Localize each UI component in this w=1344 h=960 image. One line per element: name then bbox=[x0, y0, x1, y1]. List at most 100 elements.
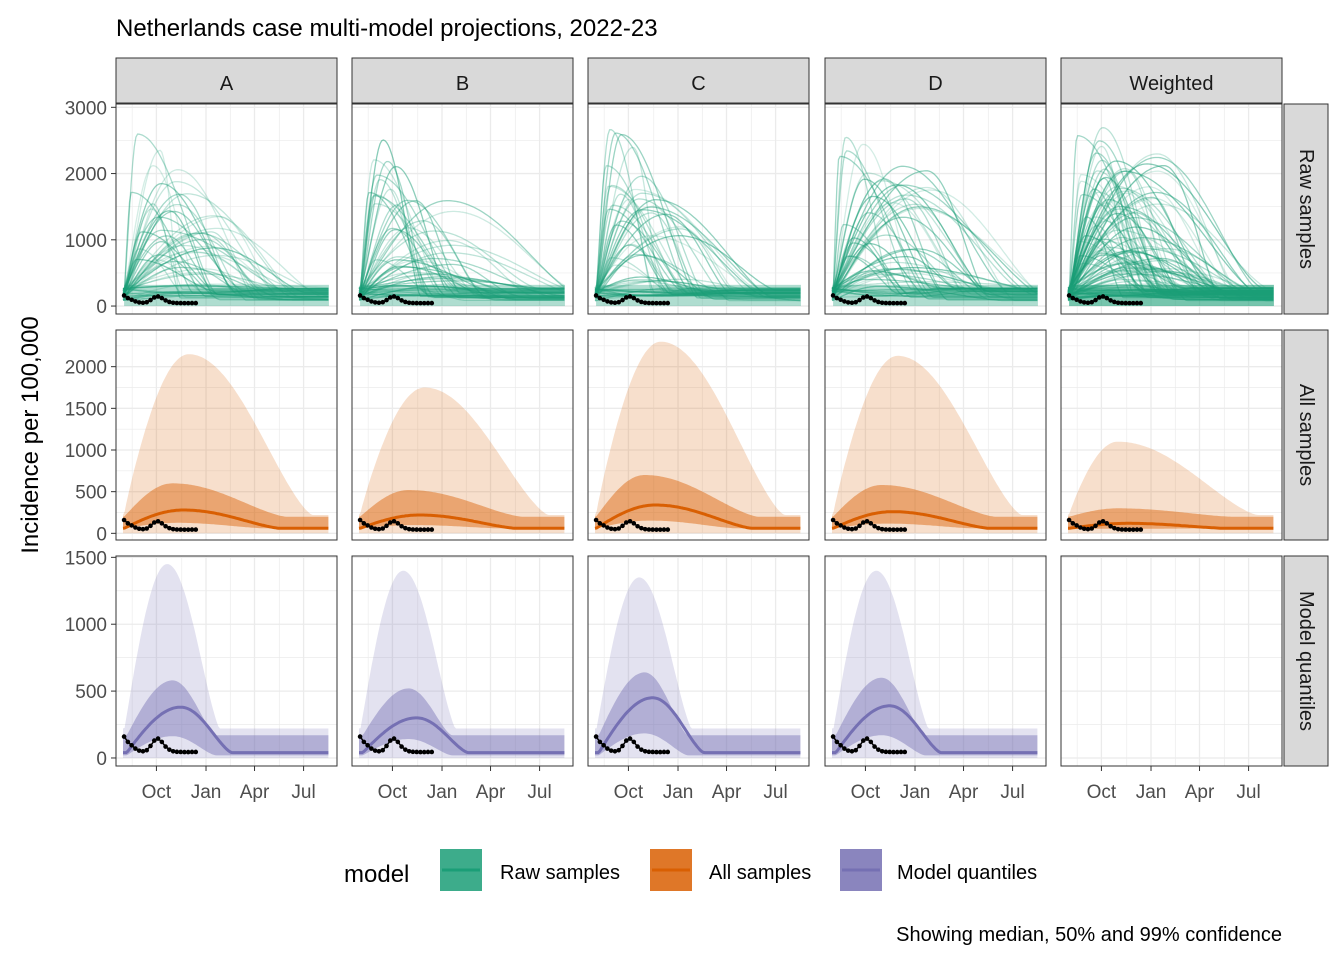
observed-point bbox=[593, 293, 599, 298]
observed-data bbox=[830, 517, 908, 532]
median-line bbox=[832, 704, 1038, 755]
observed-point bbox=[631, 521, 637, 526]
sample-line bbox=[594, 280, 801, 289]
observed-point bbox=[1074, 297, 1079, 303]
facet-strip-label: Weighted bbox=[1129, 73, 1213, 95]
sample-line bbox=[358, 227, 565, 298]
observed-point bbox=[845, 526, 851, 532]
x-tick-label: Apr bbox=[1185, 782, 1215, 803]
observed-point bbox=[425, 300, 431, 306]
observed-point bbox=[887, 527, 892, 532]
observed-point bbox=[879, 748, 885, 754]
observed-point bbox=[421, 300, 427, 306]
sample-line bbox=[359, 289, 565, 293]
sample-line bbox=[122, 238, 329, 292]
legend-item-model-quantiles: Model quantiles bbox=[840, 849, 1037, 891]
observed-point bbox=[133, 746, 138, 751]
observed-point bbox=[857, 297, 862, 303]
sample-line bbox=[122, 149, 329, 299]
observed-point bbox=[387, 295, 393, 300]
observed-point bbox=[1096, 520, 1102, 525]
observed-data bbox=[121, 517, 199, 532]
observed-point bbox=[387, 738, 393, 743]
observed-point bbox=[178, 527, 183, 532]
observed-point bbox=[642, 526, 648, 532]
observed-point bbox=[661, 749, 667, 755]
sample-line bbox=[831, 223, 1038, 298]
facet-strip-a: A bbox=[115, 57, 338, 104]
observed-point bbox=[418, 749, 423, 755]
observed-point bbox=[129, 297, 134, 303]
sample-line bbox=[831, 150, 1038, 291]
median-line bbox=[122, 508, 329, 530]
observed-point bbox=[129, 523, 134, 528]
sample-line bbox=[122, 180, 329, 295]
observed-point bbox=[1127, 527, 1132, 532]
observed-point bbox=[193, 300, 199, 306]
sample-line bbox=[594, 254, 801, 300]
sample-line bbox=[122, 210, 329, 295]
observed-point bbox=[1085, 526, 1091, 532]
observed-point bbox=[121, 734, 127, 739]
sample-line bbox=[831, 216, 1038, 298]
observed-point bbox=[403, 299, 408, 305]
panel-d-quant bbox=[824, 555, 1047, 767]
x-tick-label: Oct bbox=[142, 782, 172, 803]
observed-point bbox=[1138, 527, 1144, 532]
sample-line bbox=[1067, 191, 1274, 296]
sample-line bbox=[831, 184, 1038, 292]
sample-line bbox=[358, 259, 565, 299]
observed-point bbox=[879, 526, 885, 532]
legend-label: Raw samples bbox=[500, 862, 620, 884]
observed-point bbox=[1093, 523, 1098, 529]
panel-background bbox=[116, 104, 337, 314]
observed-point bbox=[612, 748, 618, 754]
sample-line bbox=[122, 231, 329, 300]
band-50 bbox=[123, 483, 329, 529]
sample-line bbox=[358, 230, 565, 289]
sample-trajectories bbox=[831, 136, 1038, 307]
x-tick-label: Apr bbox=[476, 782, 506, 803]
sample-line bbox=[122, 254, 329, 301]
sample-line bbox=[594, 276, 801, 293]
x-tick-label: Jul bbox=[763, 782, 787, 803]
observed-point bbox=[593, 517, 599, 523]
observed-point bbox=[357, 734, 363, 739]
observed-point bbox=[894, 749, 900, 755]
observed-point bbox=[872, 523, 877, 529]
observed-point bbox=[365, 523, 370, 528]
observed-point bbox=[361, 521, 367, 526]
sample-line bbox=[831, 268, 1038, 296]
observed-point bbox=[148, 297, 153, 303]
observed-point bbox=[125, 521, 131, 526]
sample-line bbox=[594, 146, 801, 292]
observed-point bbox=[605, 746, 610, 751]
x-tick-label: Jan bbox=[663, 782, 694, 803]
observed-point bbox=[159, 739, 165, 745]
panel-d-all bbox=[824, 329, 1047, 541]
gridlines bbox=[825, 556, 1046, 766]
observed-point bbox=[185, 749, 191, 755]
sample-line bbox=[123, 290, 329, 298]
sample-line bbox=[358, 210, 565, 292]
sample-line bbox=[358, 259, 565, 296]
observed-point bbox=[189, 527, 195, 532]
observed-point bbox=[185, 527, 191, 532]
sample-line bbox=[831, 270, 1038, 290]
observed-data bbox=[1066, 517, 1144, 532]
observed-point bbox=[860, 520, 866, 525]
observed-point bbox=[189, 300, 195, 306]
x-tick-label: Jan bbox=[191, 782, 222, 803]
facet-grid: A B C D Weighted Raw samples All samples Model … bbox=[65, 57, 1329, 803]
observed-point bbox=[421, 749, 427, 755]
observed-point bbox=[395, 739, 401, 745]
observed-point bbox=[129, 742, 134, 748]
observed-point bbox=[1115, 300, 1121, 306]
sample-line bbox=[594, 288, 801, 295]
gridlines bbox=[116, 330, 337, 540]
observed-point bbox=[406, 300, 412, 306]
panel-c-raw bbox=[587, 103, 810, 315]
observed-point bbox=[627, 294, 633, 299]
y-tick-label: 3000 bbox=[65, 98, 107, 119]
observed-point bbox=[838, 297, 843, 303]
